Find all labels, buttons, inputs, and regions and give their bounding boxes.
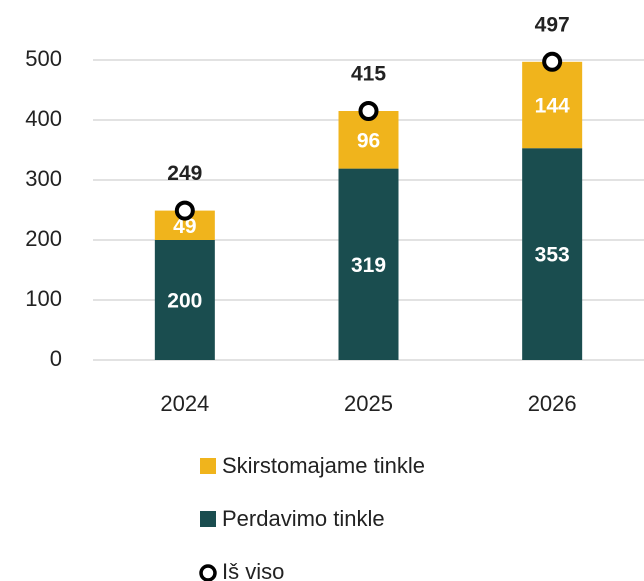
y-tick-label: 100 (25, 286, 62, 311)
legend-swatch (200, 511, 216, 527)
data-label: 144 (535, 95, 570, 118)
total-marker (542, 51, 563, 72)
y-tick-label: 0 (50, 346, 62, 371)
legend-label: Perdavimo tinkle (222, 506, 385, 531)
data-label: 200 (167, 290, 202, 313)
bar-segment (522, 148, 583, 360)
y-tick-label: 500 (25, 46, 62, 71)
data-label: 96 (357, 129, 380, 152)
legend-label: Iš viso (222, 559, 284, 581)
bar-segment (338, 168, 399, 360)
data-label: 49 (173, 215, 196, 238)
total-marker (358, 101, 379, 121)
total-label: 249 (167, 162, 202, 185)
legend-swatch (200, 458, 216, 474)
y-tick-label: 300 (25, 166, 62, 191)
bar-segment (154, 240, 215, 360)
x-tick-label: 2024 (160, 391, 209, 416)
bar-segment (522, 61, 583, 149)
data-label: 319 (351, 254, 386, 277)
legend-swatch (199, 564, 217, 581)
data-label: 353 (535, 244, 570, 267)
total-label: 497 (535, 13, 570, 36)
x-tick-label: 2025 (344, 391, 393, 416)
x-tick-label: 2026 (528, 391, 577, 416)
legend-label: Skirstomajame tinkle (222, 453, 425, 478)
y-tick-label: 400 (25, 106, 62, 131)
total-marker (174, 200, 195, 221)
y-tick-label: 200 (25, 226, 62, 251)
total-label: 415 (351, 63, 386, 86)
